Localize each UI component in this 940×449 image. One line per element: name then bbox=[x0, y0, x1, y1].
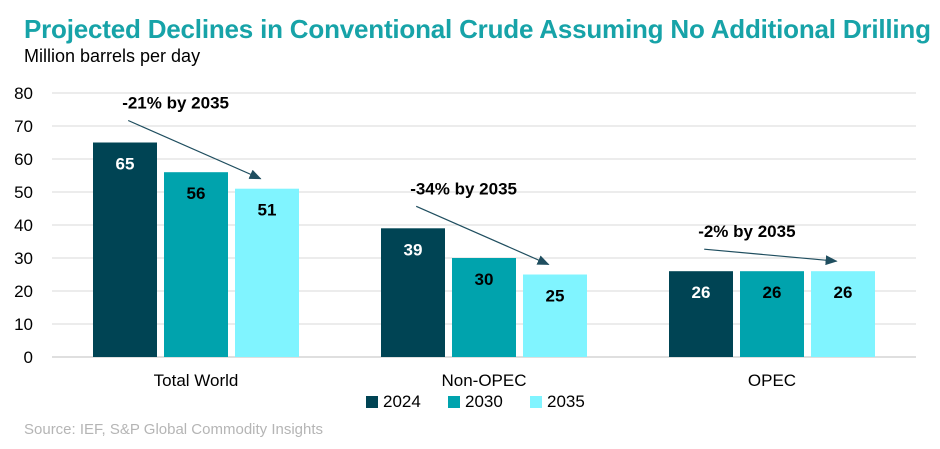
y-tick-label: 10 bbox=[14, 315, 33, 334]
chart-subtitle: Million barrels per day bbox=[24, 46, 201, 66]
bar-total-world-2035 bbox=[235, 188, 299, 357]
data-label: 51 bbox=[258, 201, 277, 220]
annotation-arrow bbox=[415, 205, 550, 266]
annotation-label: -21% by 2035 bbox=[122, 94, 229, 113]
x-tick-label: Non-OPEC bbox=[441, 371, 526, 390]
chart-title: Projected Declines in Conventional Crude… bbox=[24, 14, 931, 44]
y-tick-label: 20 bbox=[14, 282, 33, 301]
legend-item-2035: 2035 bbox=[530, 392, 585, 411]
data-label: 56 bbox=[187, 184, 206, 203]
bar-opec-2035 bbox=[811, 271, 875, 357]
data-label: 30 bbox=[475, 270, 494, 289]
legend-label: 2024 bbox=[383, 392, 421, 411]
legend: 2024 2030 2035 bbox=[366, 392, 585, 411]
legend-swatch bbox=[448, 396, 460, 408]
x-tick-label: Total World bbox=[154, 371, 239, 390]
y-tick-label: 40 bbox=[14, 216, 33, 235]
y-tick-label: 70 bbox=[14, 117, 33, 136]
data-labels: 65 56 51 39 30 25 26 26 26 bbox=[116, 155, 853, 306]
data-label: 65 bbox=[116, 155, 135, 174]
bar-non-opec-2035 bbox=[523, 274, 587, 357]
legend-swatch bbox=[530, 396, 542, 408]
data-label: 39 bbox=[404, 240, 423, 259]
annotation-arrow bbox=[704, 248, 838, 266]
data-label: 25 bbox=[546, 287, 565, 306]
legend-item-2030: 2030 bbox=[448, 392, 503, 411]
y-axis-ticks: 0 10 20 30 40 50 60 70 80 bbox=[14, 84, 33, 367]
bar-total-world-2030 bbox=[164, 172, 228, 357]
y-tick-label: 0 bbox=[24, 348, 33, 367]
y-tick-label: 50 bbox=[14, 183, 33, 202]
legend-label: 2035 bbox=[547, 392, 585, 411]
data-label: 26 bbox=[834, 283, 853, 302]
bars bbox=[93, 142, 875, 357]
annotation-label: -2% by 2035 bbox=[698, 222, 795, 241]
annotation-label: -34% by 2035 bbox=[410, 179, 517, 198]
x-tick-label: OPEC bbox=[748, 371, 796, 390]
annotations: -21% by 2035 -34% by 2035 -2% by 2035 bbox=[122, 94, 838, 266]
legend-item-2024: 2024 bbox=[366, 392, 421, 411]
bar-non-opec-2030 bbox=[452, 258, 516, 357]
annotation-arrow bbox=[127, 119, 262, 180]
bar-opec-2030 bbox=[740, 271, 804, 357]
bar-non-opec-2024 bbox=[381, 228, 445, 357]
legend-swatch bbox=[366, 396, 378, 408]
y-tick-label: 80 bbox=[14, 84, 33, 103]
bar-total-world-2024 bbox=[93, 142, 157, 357]
data-label: 26 bbox=[692, 283, 711, 302]
y-tick-label: 30 bbox=[14, 249, 33, 268]
data-label: 26 bbox=[763, 283, 782, 302]
x-axis-ticks: Total World Non-OPEC OPEC bbox=[154, 371, 796, 390]
y-tick-label: 60 bbox=[14, 150, 33, 169]
legend-label: 2030 bbox=[465, 392, 503, 411]
source-note: Source: IEF, S&P Global Commodity Insigh… bbox=[24, 421, 324, 438]
bar-opec-2024 bbox=[669, 271, 733, 357]
